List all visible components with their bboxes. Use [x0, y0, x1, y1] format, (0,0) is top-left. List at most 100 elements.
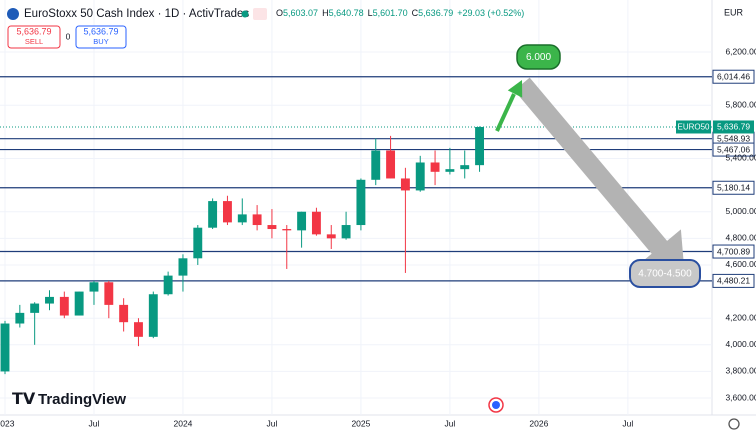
ohlc-key: H	[322, 8, 329, 18]
candle-body	[178, 258, 188, 276]
candle-body	[208, 201, 218, 228]
level-label: 5,180.14	[717, 183, 750, 193]
spread: 0	[66, 31, 71, 41]
buy-button[interactable]	[75, 25, 127, 49]
candle-body	[134, 322, 143, 337]
candle-body	[445, 169, 455, 172]
candle-body	[415, 162, 425, 191]
level-tag	[712, 244, 755, 259]
last-price-tag	[713, 120, 754, 134]
candle-body	[15, 312, 25, 324]
candle-body	[193, 227, 203, 259]
ohlc-key: L	[368, 8, 373, 18]
brand: TradingView	[38, 391, 126, 408]
candle-body	[163, 275, 173, 295]
candle-body	[282, 229, 292, 231]
ohlc: O5,603.07 H5,640.78 L5,601.70 C5,636.79 +29.…	[276, 8, 524, 18]
candle-body	[267, 225, 277, 230]
candle-body	[386, 150, 396, 179]
candle-body	[356, 179, 366, 226]
level-tag	[712, 180, 755, 195]
y-tick-label: 3,800.00	[725, 366, 756, 376]
x-tick-label: 2026	[529, 418, 548, 428]
candle-body	[475, 126, 485, 166]
up-arrow-shaft	[495, 93, 516, 132]
x-tick-label: 2025	[351, 418, 370, 428]
axes: 6,200.00 5,800.00 5,400.00 5,000.00 4,800.00…	[0, 46, 756, 428]
candle-body	[326, 234, 336, 239]
candle-body	[104, 282, 114, 305]
level-tag	[712, 273, 755, 288]
y-tick-label: 3,600.00	[725, 392, 756, 402]
candle-body	[237, 214, 247, 223]
header: EuroStoxx 50 Cash Index · 1D · ActivTrad…	[7, 7, 744, 49]
candle-body	[0, 323, 10, 372]
y-tick-label: 6,200.00	[725, 46, 756, 56]
title: EuroStoxx 50 Cash Index · 1D · ActivTrad…	[24, 8, 249, 20]
sell-price: 5,636.79	[16, 26, 51, 36]
x-tick-label: 2023	[0, 418, 15, 428]
candle-body	[89, 282, 99, 292]
level-tag	[712, 69, 755, 84]
target-label: 6.000	[526, 52, 551, 63]
level-label: 5,548.93	[717, 133, 750, 143]
brand-logo: 𝗧𝗩	[12, 391, 36, 408]
settings-icon[interactable]	[728, 418, 740, 430]
ohlc-value: 5,640.78	[329, 8, 364, 18]
status-dot	[241, 10, 249, 18]
event-icon-inner	[492, 401, 500, 409]
buy-price: 5,636.79	[83, 26, 118, 36]
y-tick-label: 5,000.00	[725, 206, 756, 216]
y-tick-label: 5,400.00	[725, 153, 756, 163]
candle-body	[430, 162, 440, 172]
level-tag	[712, 142, 755, 157]
candle-body	[222, 201, 232, 223]
candle-body	[371, 150, 381, 180]
levels: 6,014.46 5,548.935,467.06 5,180.14 4,700.89…	[0, 69, 755, 288]
level-label: 6,014.46	[717, 71, 750, 81]
grid	[0, 0, 712, 415]
candle-body	[45, 296, 54, 304]
last-price-name: EURO50	[677, 123, 710, 132]
ohlc-key: C	[412, 8, 419, 18]
currency[interactable]: EUR	[724, 7, 744, 17]
candle-body	[148, 294, 158, 337]
y-tick-label: 4,600.00	[725, 259, 756, 269]
status-badge	[253, 8, 267, 20]
candle-body	[460, 165, 470, 170]
y-tick-label: 5,800.00	[725, 100, 756, 110]
last-price-label: 5,636.79	[717, 122, 750, 132]
up-arrow-head	[507, 80, 523, 98]
ohlc-key: O	[276, 8, 283, 18]
target-bubble	[629, 259, 701, 288]
y-tick-label: 4,000.00	[725, 339, 756, 349]
candle-body	[59, 296, 69, 316]
symbol-icon	[7, 8, 19, 20]
x-tick-label: Jul	[89, 418, 100, 428]
target-bubble	[516, 44, 561, 70]
x-tick-label: 2024	[173, 418, 192, 428]
level-label: 5,467.06	[717, 144, 750, 154]
candle-body	[400, 178, 410, 191]
last-price-name-tag	[676, 120, 711, 134]
candle-body	[297, 211, 307, 231]
sell-button[interactable]	[7, 25, 61, 49]
ohlc-value: 5,603.07	[283, 8, 318, 18]
candle-body	[30, 303, 40, 313]
candle-body	[341, 225, 351, 239]
down-arrow	[514, 77, 685, 278]
candle-body	[119, 304, 129, 323]
level-label: 4,700.89	[717, 246, 750, 256]
change: +29.03 (+0.52%)	[457, 8, 524, 18]
x-tick-label: Jul	[622, 418, 633, 428]
target-label: 4.700-4.500	[638, 269, 692, 280]
ohlc-value: 5,636.79	[418, 8, 453, 18]
candle-body	[311, 211, 321, 235]
sell-label: SELL	[25, 37, 43, 46]
candles	[0, 126, 485, 375]
x-tick-label: Jul	[266, 418, 277, 428]
x-tick-label: Jul	[444, 418, 455, 428]
candle-body	[252, 214, 262, 226]
y-tick-label: 4,800.00	[725, 233, 756, 243]
